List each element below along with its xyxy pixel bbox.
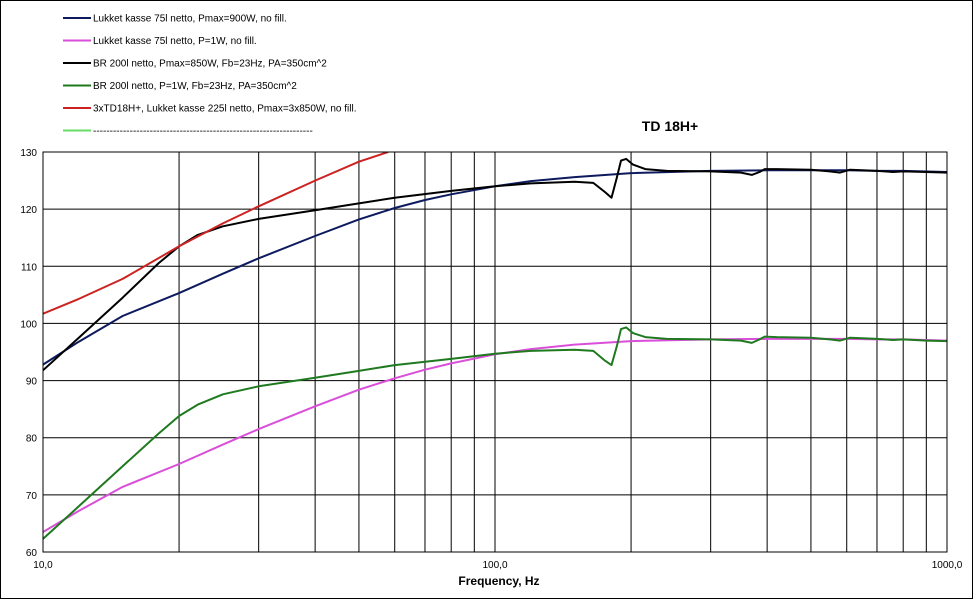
x-tick-label: 10,0 <box>33 560 53 571</box>
legend-label: 3xTD18H+, Lukket kasse 225l netto, Pmax=… <box>93 104 356 115</box>
series-br-200l-1w <box>43 326 947 540</box>
y-tick-label: 120 <box>20 205 37 216</box>
x-axis-ticks: 10,0 100,0 1000,0 <box>33 560 962 571</box>
x-axis-label: Frequency, Hz <box>458 574 539 588</box>
legend-label: Lukket kasse 75l netto, P=1W, no fill. <box>93 36 257 47</box>
legend-label: ----------------------------------------… <box>93 126 313 137</box>
y-axis-ticks: 60 70 80 90 100 110 120 130 <box>20 148 37 559</box>
y-tick-label: 80 <box>26 434 38 445</box>
series-closed-75l-900w <box>43 169 947 366</box>
legend: Lukket kasse 75l netto, Pmax=900W, no fi… <box>63 14 356 137</box>
series-layer <box>43 152 947 540</box>
y-tick-label: 130 <box>20 148 37 159</box>
y-tick-label: 70 <box>26 491 38 502</box>
x-tick-label: 1000,0 <box>932 560 963 571</box>
plot-border <box>42 151 948 553</box>
legend-label: Lukket kasse 75l netto, Pmax=900W, no fi… <box>93 14 287 25</box>
x-tick-label: 100,0 <box>482 560 507 571</box>
grid <box>42 151 948 553</box>
chart-title: TD 18H+ <box>642 118 698 134</box>
legend-label: BR 200l netto, P=1W, Fb=23Hz, PA=350cm^2 <box>93 81 297 92</box>
y-tick-label: 90 <box>26 377 38 388</box>
y-tick-label: 60 <box>26 548 38 559</box>
series-3x-closed-225l <box>43 152 389 315</box>
y-tick-label: 100 <box>20 319 37 330</box>
series-br-200l-850w <box>43 157 947 372</box>
legend-label: BR 200l netto, Pmax=850W, Fb=23Hz, PA=35… <box>93 59 327 70</box>
y-tick-label: 110 <box>21 262 37 273</box>
